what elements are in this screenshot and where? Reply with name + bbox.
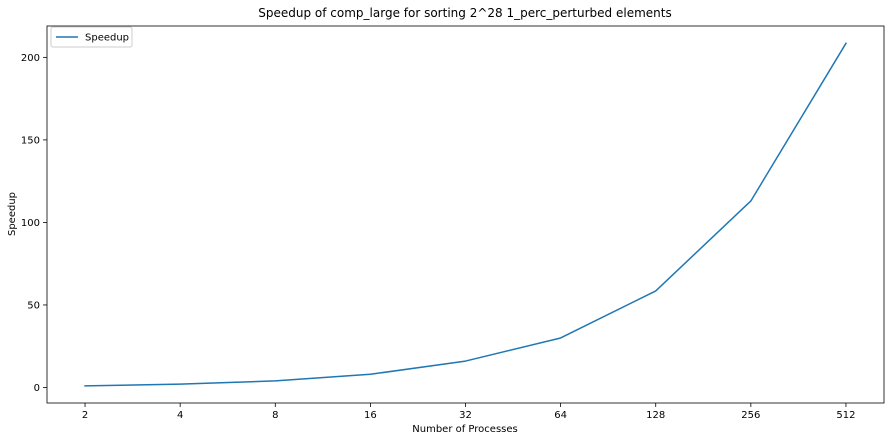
speedup-series-line — [84, 42, 847, 387]
chart-title: Speedup of comp_large for sorting 2^28 1… — [258, 6, 671, 20]
ticks-group: 2 4 8 16 32 64 128 256 512 0 50 100 150 200 — [21, 53, 856, 421]
x-tick-label: 16 — [364, 410, 377, 421]
y-axis-label: Speedup — [7, 192, 18, 236]
x-tick-label: 128 — [646, 410, 665, 421]
legend-box — [50, 26, 133, 48]
x-tick-label: 2 — [82, 410, 88, 421]
y-tick-label: 150 — [21, 135, 40, 146]
x-axis-label: Number of Processes — [412, 424, 517, 435]
x-tick-label: 512 — [836, 410, 855, 421]
y-tick-label: 100 — [21, 218, 40, 229]
y-tick-label: 0 — [34, 383, 40, 394]
x-tick-label: 32 — [459, 410, 472, 421]
legend: Speedup — [50, 26, 133, 48]
y-tick-label: 50 — [27, 300, 40, 311]
series-group — [84, 42, 847, 387]
legend-label: Speedup — [85, 33, 129, 44]
axes-group — [46, 25, 885, 404]
x-tick-label: 64 — [554, 410, 567, 421]
x-tick-label: 256 — [741, 410, 760, 421]
y-tick-label: 200 — [21, 53, 40, 64]
x-tick-label: 8 — [272, 410, 278, 421]
plot-frame — [46, 25, 885, 404]
x-tick-label: 4 — [177, 410, 183, 421]
